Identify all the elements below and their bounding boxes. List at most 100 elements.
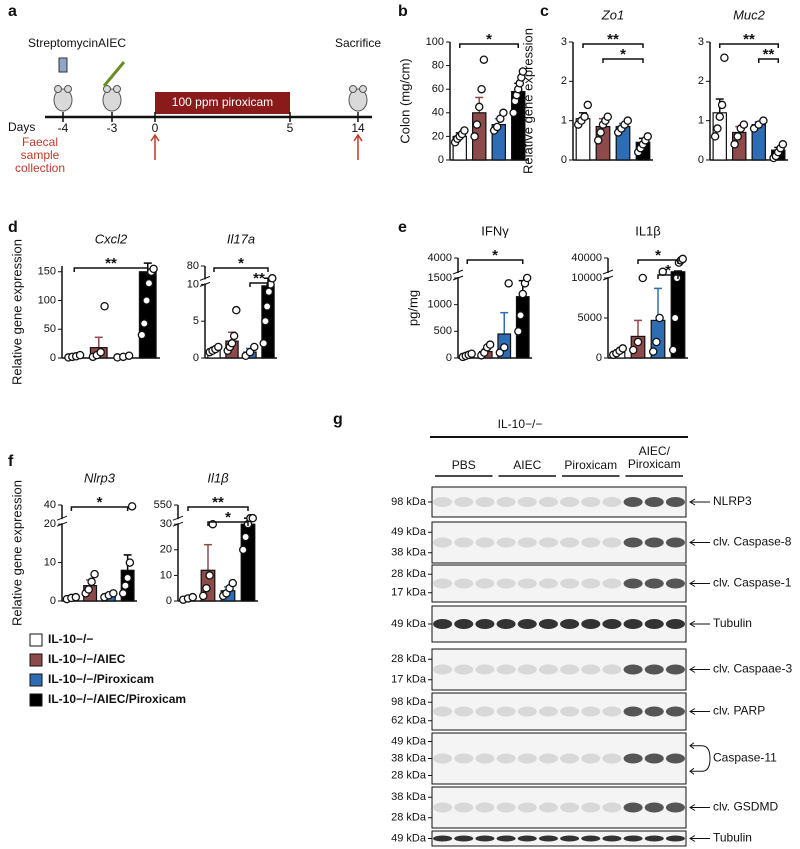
- data-point: [733, 132, 742, 141]
- y-tick-label: 0: [193, 352, 199, 364]
- axis-break: [201, 279, 209, 284]
- blot-band: [665, 619, 685, 629]
- data-point: [648, 347, 658, 356]
- blot-frame: [431, 692, 687, 731]
- data-point: [603, 112, 613, 121]
- legend-swatch: [29, 693, 43, 707]
- y-tick-label: 40: [44, 499, 56, 511]
- blot-band: [644, 619, 664, 629]
- panel-label: g: [333, 411, 343, 428]
- legend-swatch: [29, 653, 43, 667]
- blot-marker: 62 kDa: [391, 715, 427, 727]
- blot-band: [517, 537, 537, 548]
- y-axis-label: Colon (mg/cm): [397, 58, 412, 143]
- data-point: [75, 350, 85, 360]
- data-point: [509, 108, 518, 118]
- mouse-ear: [54, 85, 62, 93]
- blot-band: [665, 537, 685, 548]
- blot-band: [475, 497, 495, 507]
- y-tick-label: 20: [160, 544, 172, 556]
- blot-band: [496, 802, 516, 813]
- data-point: [596, 128, 605, 137]
- blot-band: [433, 753, 453, 764]
- data-point: [655, 313, 664, 323]
- mouse-icon: [53, 88, 73, 112]
- blot-frame: [431, 564, 687, 603]
- blot-arrow: [689, 620, 710, 628]
- y-tick-label: 550: [154, 499, 172, 511]
- data-point: [638, 273, 648, 283]
- blot-band: [623, 706, 643, 717]
- legend-swatch: [29, 673, 43, 687]
- data-point: [125, 558, 135, 567]
- data-point: [71, 592, 81, 602]
- data-point: [142, 296, 151, 305]
- data-point: [109, 589, 118, 598]
- significance-label: *: [225, 509, 231, 526]
- blot-group: AIEC: [513, 458, 541, 472]
- blot-band: [475, 664, 495, 675]
- significance-label: *: [620, 46, 626, 63]
- timeline-day: -3: [107, 121, 118, 135]
- significance-label: **: [212, 494, 224, 511]
- significance-bracket: [213, 267, 269, 272]
- blot-band: [517, 664, 537, 675]
- data-point: [495, 348, 505, 357]
- blot-arrow: [689, 666, 710, 673]
- blot-band: [560, 537, 580, 548]
- y-tick-label: 2: [561, 75, 567, 87]
- blot-band: [496, 753, 516, 764]
- axis-break: [199, 275, 211, 281]
- data-point: [100, 301, 109, 311]
- blot-band: [602, 835, 622, 842]
- blot-band: [538, 537, 558, 548]
- significance-bracket: [602, 58, 644, 63]
- blot-frame: [431, 732, 687, 785]
- blot-band: [623, 835, 643, 842]
- blot-marker: 38 kDa: [391, 547, 427, 559]
- significance-label: **: [763, 46, 775, 63]
- data-point: [144, 278, 154, 288]
- sample-note: collection: [15, 161, 65, 175]
- data-point: [188, 592, 198, 602]
- y-tick-label: 10: [187, 278, 199, 290]
- treatment-bar: [155, 92, 290, 114]
- blot-band: [602, 753, 622, 764]
- data-point: [778, 140, 788, 149]
- y-tick-label: 60: [432, 83, 444, 95]
- data-point: [261, 316, 270, 326]
- blot-arrow: [689, 835, 710, 842]
- data-point: [259, 339, 268, 348]
- significance-label: **: [607, 31, 619, 48]
- blot-band: [581, 835, 601, 842]
- panel-label: f: [8, 453, 14, 470]
- y-tick-label: 50: [44, 323, 56, 335]
- data-point: [460, 126, 469, 135]
- blot-band: [560, 619, 580, 629]
- blot-band: [475, 753, 495, 764]
- data-point: [127, 502, 137, 511]
- y-tick-label: 100: [38, 294, 56, 306]
- significance-bracket: [637, 259, 679, 264]
- blot-band: [644, 835, 664, 842]
- data-point: [514, 327, 523, 336]
- data-point: [124, 351, 134, 360]
- data-point: [90, 569, 99, 579]
- mouse-ear: [64, 85, 72, 93]
- blot-marker: 28 kDa: [391, 769, 427, 781]
- blot-band: [433, 706, 453, 717]
- y-tick-label: 0: [561, 154, 567, 166]
- axis-break: [604, 273, 612, 277]
- blot-band: [475, 578, 495, 589]
- data-point: [485, 340, 495, 349]
- blot-band: [665, 753, 685, 764]
- y-tick-label: 0: [446, 352, 452, 364]
- blot-arrow: [689, 580, 710, 587]
- y-tick-label: 3: [561, 36, 567, 48]
- y-tick-label: 20: [44, 518, 56, 530]
- data-point: [248, 513, 258, 523]
- significance-label: *: [492, 247, 498, 264]
- event-label: AIEC: [98, 36, 126, 50]
- y-tick-label: 20: [432, 130, 444, 142]
- blot-band: [623, 802, 643, 813]
